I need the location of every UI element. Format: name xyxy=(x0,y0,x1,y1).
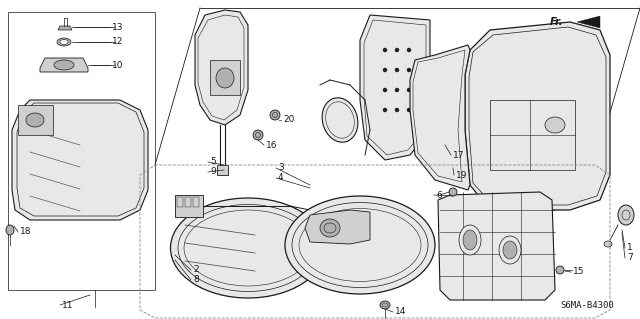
Ellipse shape xyxy=(383,48,387,52)
Ellipse shape xyxy=(463,230,477,250)
Text: S6MA-B4300: S6MA-B4300 xyxy=(560,300,614,309)
Bar xyxy=(185,197,191,207)
Ellipse shape xyxy=(322,98,358,142)
Ellipse shape xyxy=(60,40,68,44)
Polygon shape xyxy=(40,58,88,72)
Ellipse shape xyxy=(270,110,280,120)
Text: 7: 7 xyxy=(627,254,633,263)
Ellipse shape xyxy=(383,68,387,72)
Text: 10: 10 xyxy=(112,61,124,70)
Ellipse shape xyxy=(407,68,411,72)
Text: 3: 3 xyxy=(278,164,284,173)
Ellipse shape xyxy=(383,88,387,92)
Polygon shape xyxy=(210,60,240,95)
Polygon shape xyxy=(58,26,72,30)
Ellipse shape xyxy=(6,225,14,235)
Ellipse shape xyxy=(503,241,517,259)
Ellipse shape xyxy=(26,113,44,127)
Ellipse shape xyxy=(604,241,612,247)
Text: 14: 14 xyxy=(395,308,406,316)
Polygon shape xyxy=(195,10,248,125)
Text: 16: 16 xyxy=(266,140,278,150)
Bar xyxy=(490,100,575,170)
Text: 8: 8 xyxy=(193,276,199,285)
Polygon shape xyxy=(217,165,228,175)
Polygon shape xyxy=(577,16,600,28)
Bar xyxy=(193,197,199,207)
Ellipse shape xyxy=(395,68,399,72)
Text: 6: 6 xyxy=(436,190,442,199)
Text: 13: 13 xyxy=(112,23,124,32)
Text: 4: 4 xyxy=(278,174,284,182)
Text: 18: 18 xyxy=(20,227,31,236)
Ellipse shape xyxy=(380,301,390,309)
Ellipse shape xyxy=(170,198,326,298)
Text: 19: 19 xyxy=(456,170,467,180)
Ellipse shape xyxy=(54,60,74,70)
Polygon shape xyxy=(438,192,555,300)
Bar xyxy=(175,195,203,217)
Polygon shape xyxy=(465,22,610,210)
Text: 15: 15 xyxy=(573,268,584,277)
Text: 5: 5 xyxy=(210,158,216,167)
Ellipse shape xyxy=(556,266,564,274)
Text: 17: 17 xyxy=(453,151,465,160)
Ellipse shape xyxy=(320,219,340,237)
Ellipse shape xyxy=(499,236,521,264)
Text: Fr.: Fr. xyxy=(549,17,563,27)
Ellipse shape xyxy=(395,88,399,92)
Ellipse shape xyxy=(395,108,399,112)
Ellipse shape xyxy=(407,108,411,112)
Ellipse shape xyxy=(545,117,565,133)
Polygon shape xyxy=(410,45,470,190)
Ellipse shape xyxy=(57,38,71,46)
Ellipse shape xyxy=(407,88,411,92)
Bar xyxy=(177,197,183,207)
Ellipse shape xyxy=(395,48,399,52)
Polygon shape xyxy=(360,15,430,160)
Polygon shape xyxy=(305,210,370,244)
Polygon shape xyxy=(12,100,148,220)
Ellipse shape xyxy=(449,188,457,196)
Ellipse shape xyxy=(449,164,458,173)
Ellipse shape xyxy=(618,205,634,225)
Ellipse shape xyxy=(459,225,481,255)
Ellipse shape xyxy=(253,130,263,140)
Ellipse shape xyxy=(216,68,234,88)
Text: 20: 20 xyxy=(283,115,294,124)
Text: 9: 9 xyxy=(210,167,216,176)
Ellipse shape xyxy=(285,196,435,294)
Ellipse shape xyxy=(407,48,411,52)
Ellipse shape xyxy=(383,108,387,112)
Text: 1: 1 xyxy=(627,243,633,253)
Text: 12: 12 xyxy=(112,38,124,47)
Text: 11: 11 xyxy=(62,300,74,309)
Text: 2: 2 xyxy=(193,265,198,275)
Bar xyxy=(18,105,53,135)
